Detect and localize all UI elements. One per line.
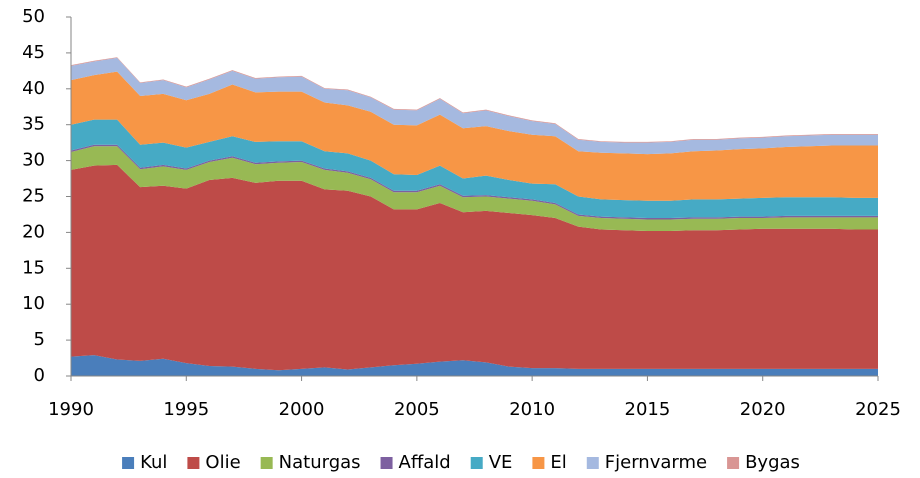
area <box>71 146 878 231</box>
area <box>71 164 878 371</box>
area <box>71 57 878 155</box>
y-tick-label: 40 <box>22 78 45 99</box>
legend-swatch <box>727 457 740 469</box>
legend-swatch <box>260 457 273 469</box>
legend-swatch <box>586 457 599 469</box>
legend-label: VE <box>489 452 513 473</box>
legend-label: Fjernvarme <box>605 452 707 473</box>
legend-label: Kul <box>140 452 167 473</box>
y-tick-label: 10 <box>22 293 45 314</box>
x-tick-label: 2010 <box>509 399 555 420</box>
legend-label: El <box>550 452 566 473</box>
y-tick-label: 0 <box>34 365 45 386</box>
area <box>71 119 878 219</box>
y-tick-label: 15 <box>22 257 45 278</box>
y-tick-label: 35 <box>22 114 45 135</box>
x-tick-label: 1995 <box>163 399 209 420</box>
y-tick-label: 25 <box>22 186 45 207</box>
legend-label: Bygas <box>745 452 800 473</box>
area <box>71 71 878 201</box>
y-tick-label: 20 <box>22 221 45 242</box>
legend-label: Naturgas <box>279 452 361 473</box>
x-tick-label: 2005 <box>394 399 440 420</box>
x-tick-label: 2020 <box>740 399 786 420</box>
x-tick-label: 2025 <box>855 399 901 420</box>
legend: Kul Olie Naturgas Affald VE El Fjernvarme Bygas <box>122 452 800 473</box>
legend-swatch <box>532 457 545 469</box>
x-tick-label: 1990 <box>48 399 94 420</box>
y-tick-label: 45 <box>22 42 45 63</box>
area <box>71 355 878 376</box>
legend-swatch <box>187 457 200 469</box>
y-tick-label: 5 <box>34 329 45 350</box>
x-tick-label: 2015 <box>625 399 671 420</box>
y-tick-label: 30 <box>22 150 45 171</box>
legend-swatch <box>470 457 483 469</box>
legend-label: Affald <box>399 452 451 473</box>
x-tick-label: 2000 <box>279 399 325 420</box>
y-tick-label: 50 <box>22 6 45 27</box>
legend-label: Olie <box>205 452 240 473</box>
legend-swatch <box>122 457 135 469</box>
legend-swatch <box>380 457 393 469</box>
